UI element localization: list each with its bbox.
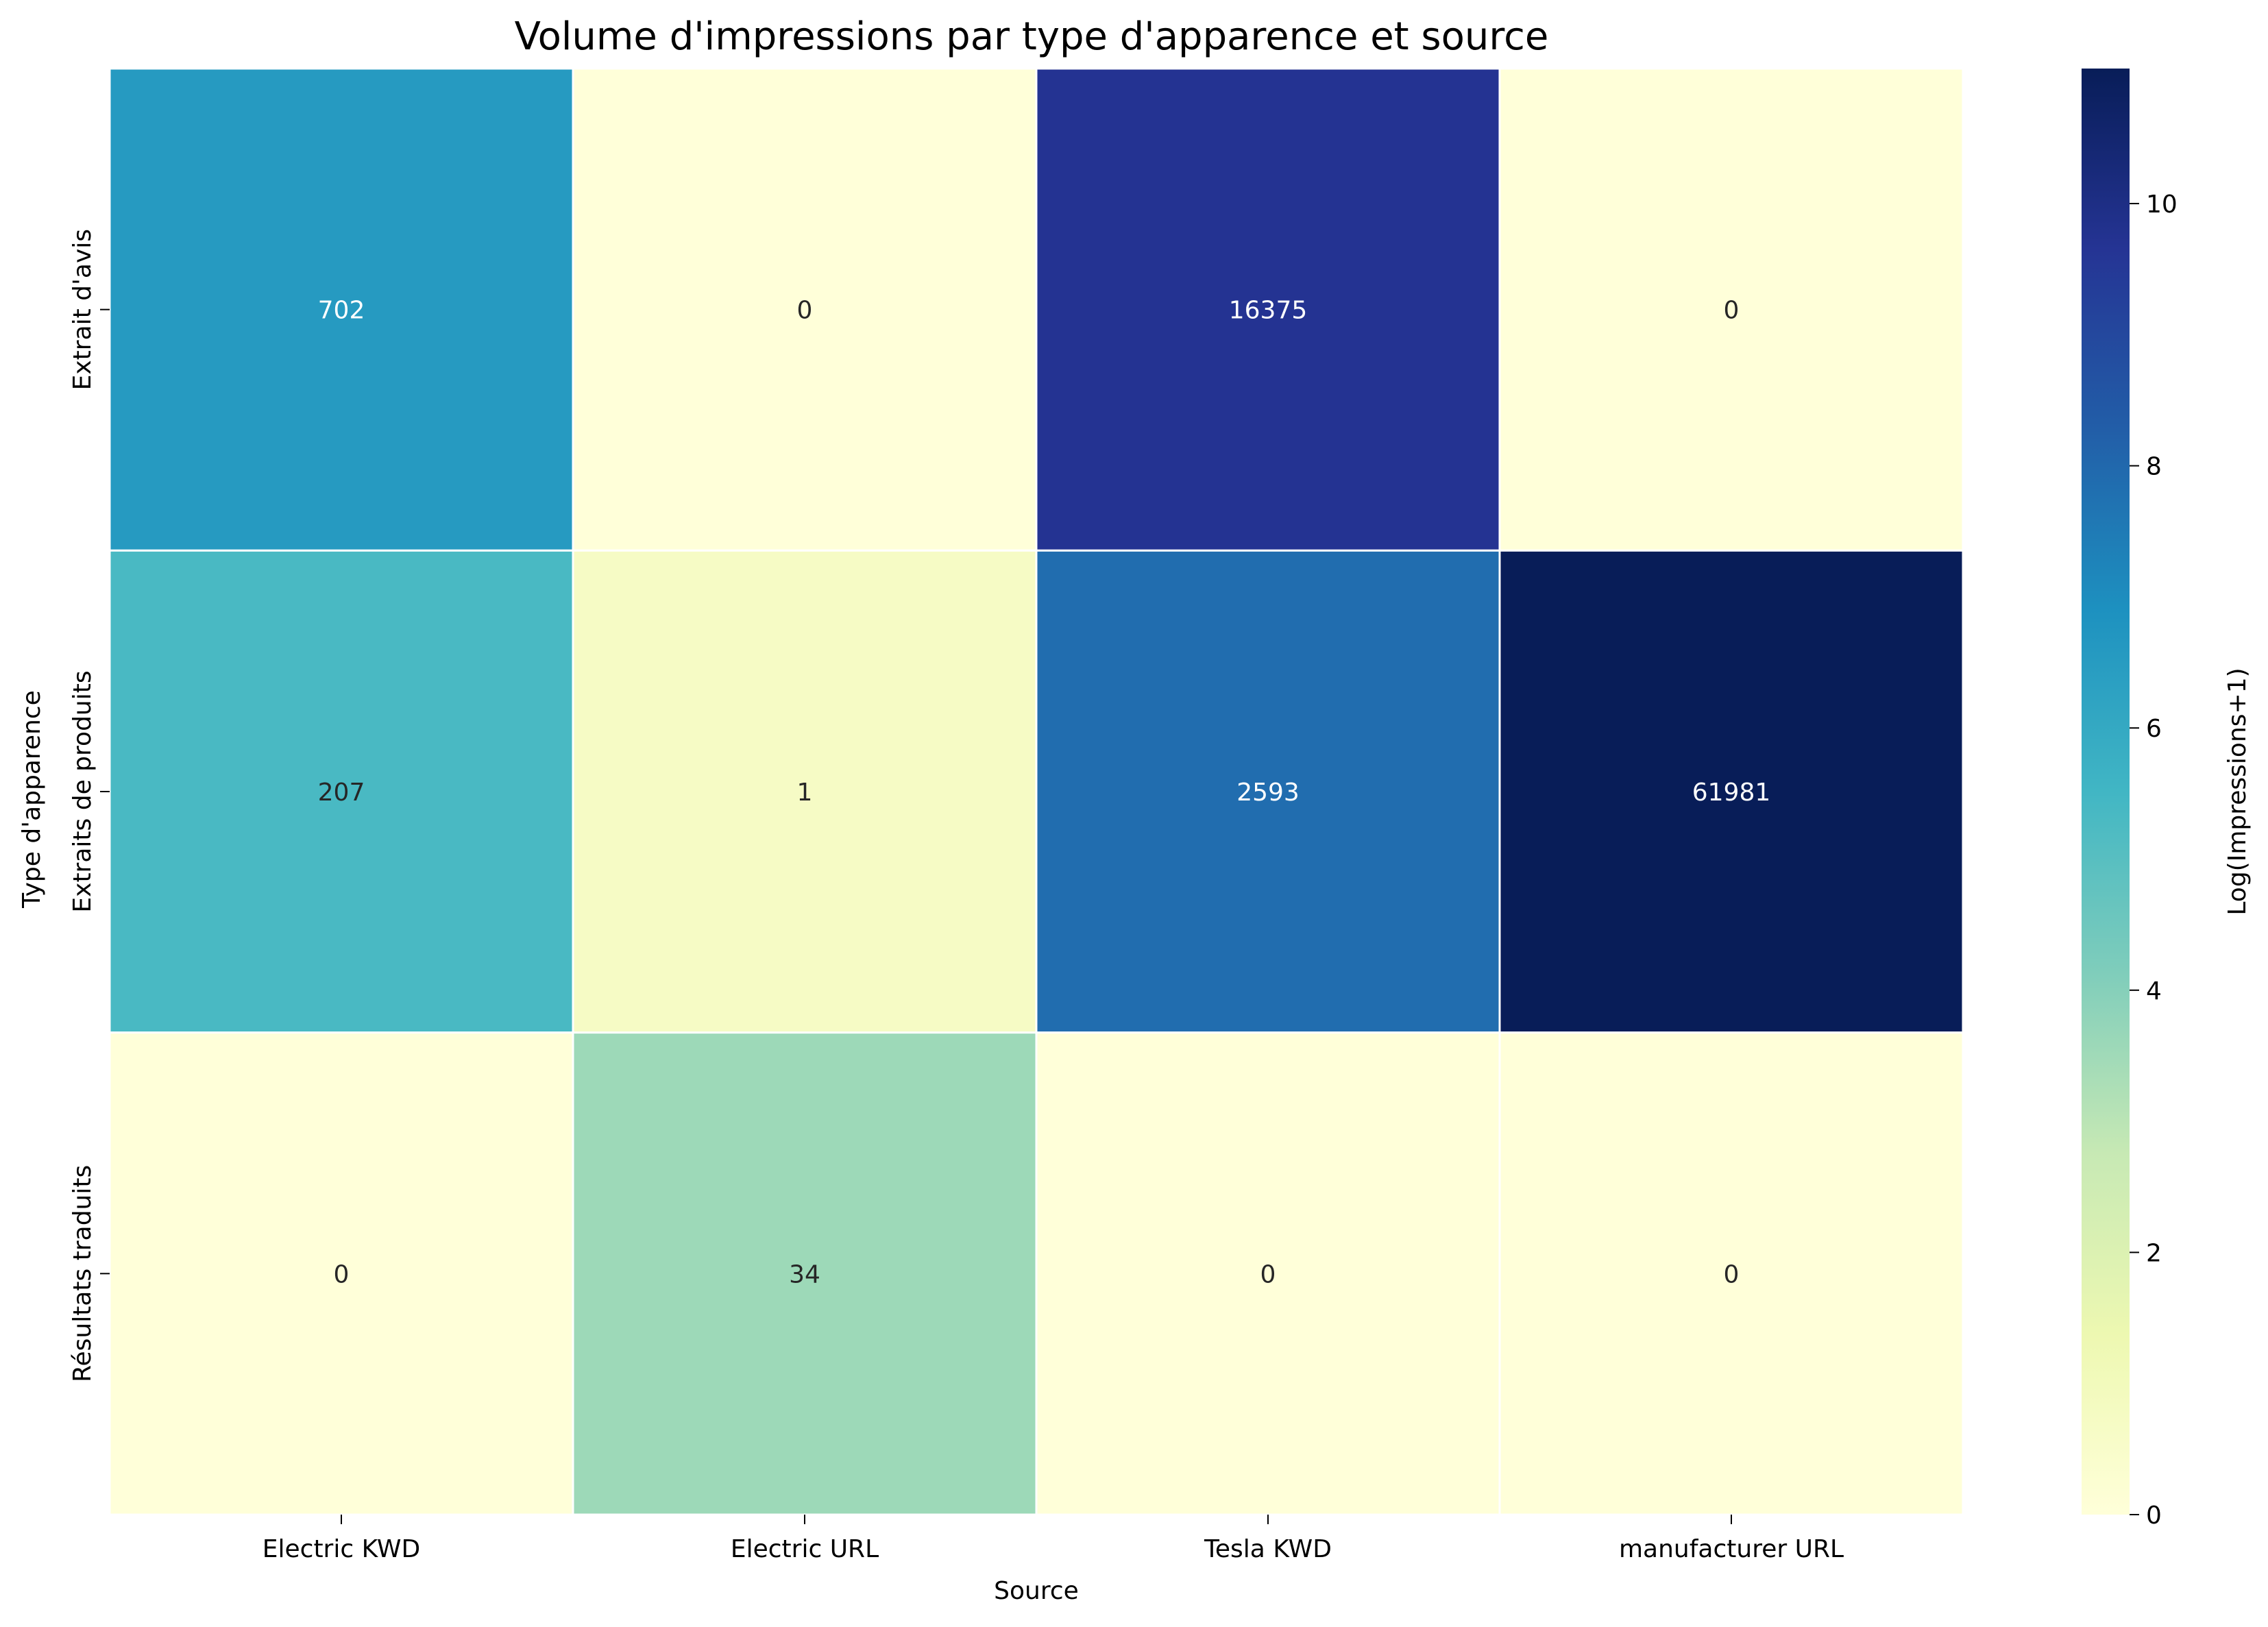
colorbar-tick-label: 8 (2146, 453, 2162, 481)
cell-value-label: 1 (797, 779, 813, 807)
heatmap-cell (1498, 549, 1964, 1034)
colorbar (2082, 69, 2130, 1515)
y-tick-label: Résultats traduits (69, 1165, 97, 1382)
colorbar-ticks: 0 2 4 6 8 10 (2130, 191, 2178, 1530)
x-tick-label: manufacturer URL (1619, 1535, 1844, 1563)
heatmap-cell (1035, 549, 1501, 1034)
x-tick-label: Electric KWD (263, 1535, 420, 1563)
heatmap-cell (108, 67, 574, 552)
cell-value-label: 0 (334, 1260, 350, 1288)
cell-value-label: 0 (1260, 1260, 1276, 1288)
cell-value-label: 207 (318, 779, 365, 807)
heatmap-cell (1035, 67, 1501, 552)
cell-value-labels: 702 0 16375 0 207 1 2593 61981 0 34 0 0 (318, 297, 1771, 1289)
y-tick-label: Extraits de produits (69, 670, 97, 912)
x-tick-label: Electric URL (731, 1535, 879, 1563)
y-axis: Extrait d'avis Extraits de produits Résult… (69, 229, 110, 1382)
colorbar-tick-label: 10 (2146, 191, 2178, 219)
y-tick-label: Extrait d'avis (69, 229, 97, 390)
x-axis-title: Source (994, 1577, 1079, 1605)
heatmap-cell (572, 67, 1038, 552)
colorbar-label: Log(Impressions+1) (2223, 668, 2252, 915)
colorbar-tick-label: 4 (2146, 977, 2162, 1005)
y-axis-title: Type d'apparence (18, 690, 46, 909)
heatmap-cell (1498, 67, 1964, 552)
cell-value-label: 34 (789, 1260, 820, 1288)
chart-title: Volume d'impressions par type d'apparenc… (515, 14, 1549, 59)
colorbar-tick-label: 2 (2146, 1239, 2162, 1267)
cell-value-label: 0 (1724, 297, 1740, 325)
cell-value-label: 2593 (1236, 779, 1300, 807)
colorbar-tick-label: 0 (2146, 1502, 2162, 1530)
x-axis: Electric KWD Electric URL Tesla KWD manufac… (263, 1515, 1844, 1563)
heatmap-cell (572, 1031, 1038, 1516)
cell-value-label: 61981 (1692, 779, 1771, 807)
heatmap-cells (108, 67, 1964, 1516)
x-tick-label: Tesla KWD (1204, 1535, 1332, 1563)
cell-value-label: 702 (318, 297, 365, 325)
cell-value-label: 16375 (1229, 297, 1308, 325)
heatmap-cell (572, 549, 1038, 1034)
heatmap-cell (1498, 1031, 1964, 1516)
colorbar-tick-label: 6 (2146, 715, 2162, 743)
cell-value-label: 0 (797, 297, 813, 325)
cell-value-label: 0 (1724, 1260, 1740, 1288)
heatmap-cell (108, 549, 574, 1034)
